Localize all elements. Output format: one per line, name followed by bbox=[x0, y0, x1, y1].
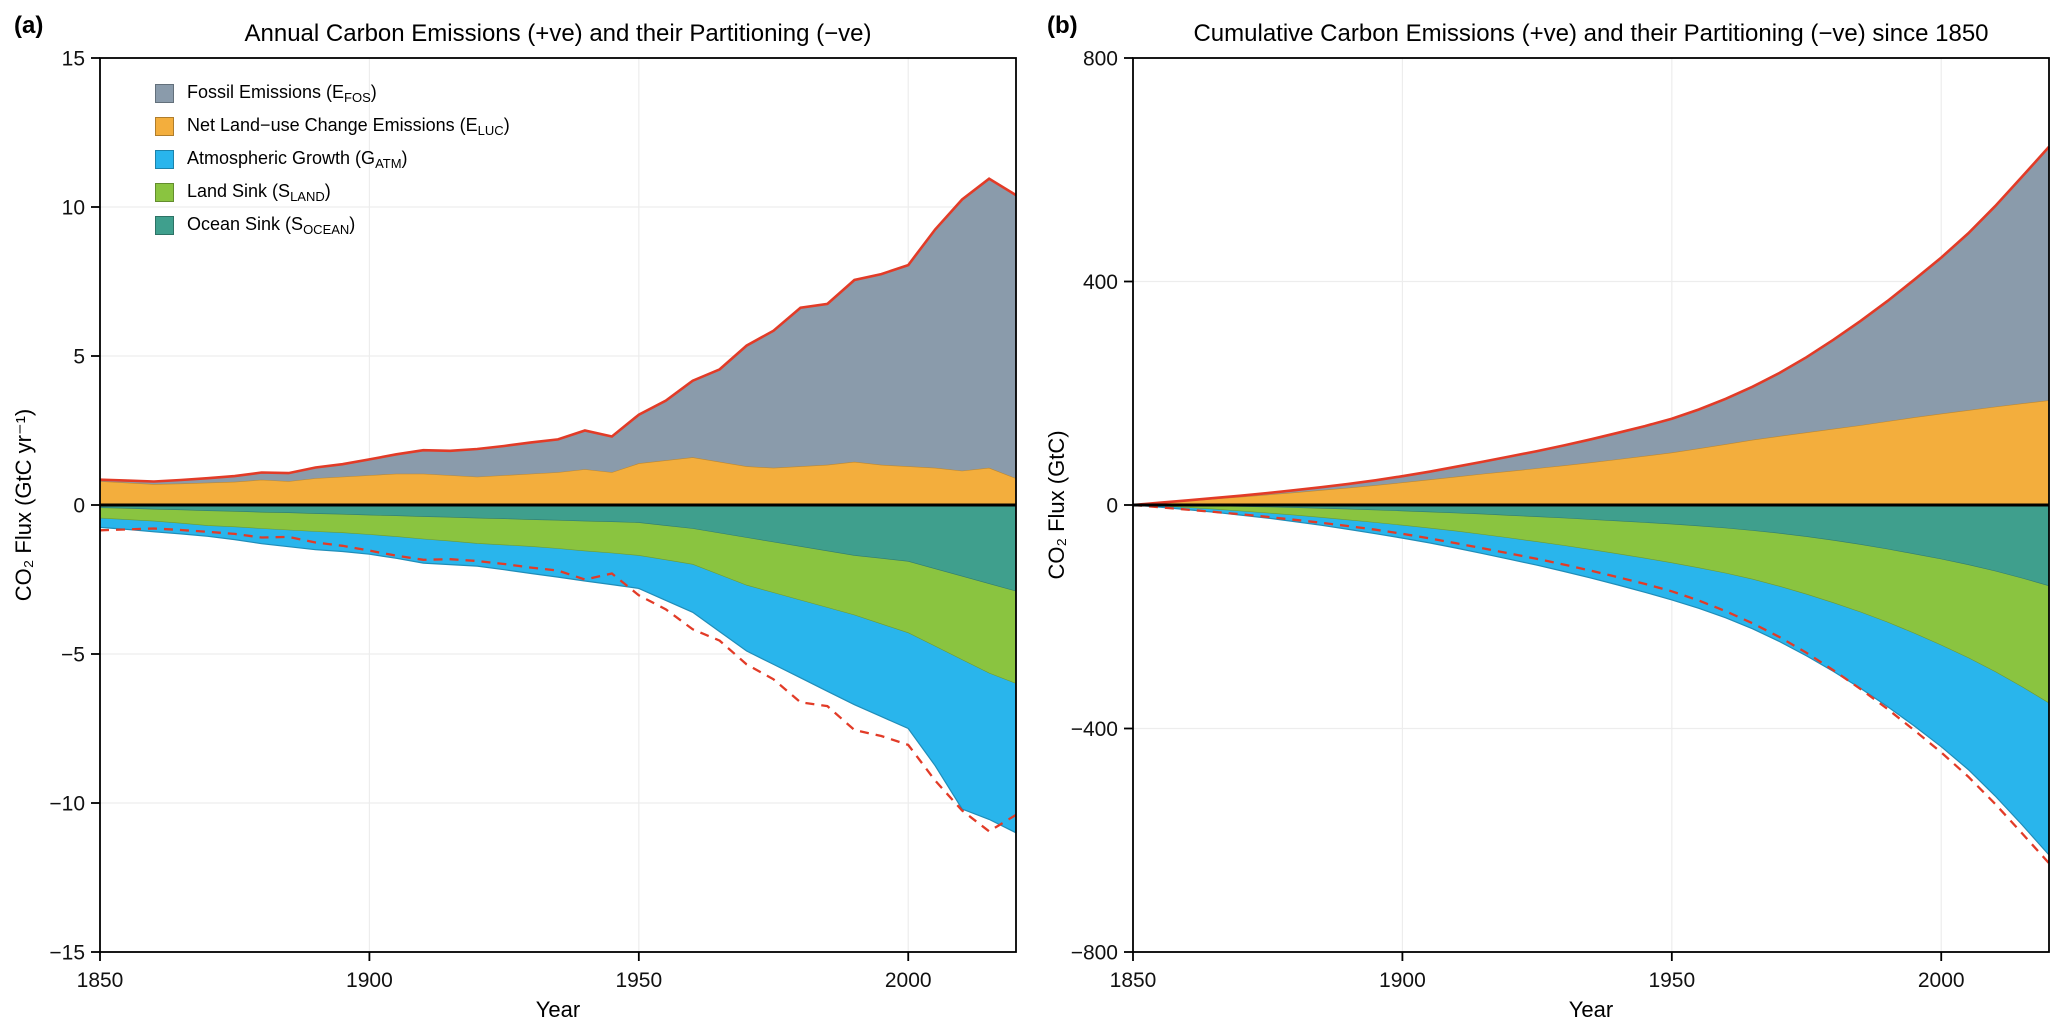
legend-label-subscript: FOS bbox=[344, 90, 371, 105]
legend-label-atm: Atmospheric Growth (GATM) bbox=[187, 148, 408, 171]
legend-label-text: Net Land−use Change Emissions (E bbox=[187, 115, 478, 135]
legend-label-subscript: LAND bbox=[290, 189, 325, 204]
legend-label-subscript: LUC bbox=[477, 123, 504, 138]
luc-area bbox=[100, 457, 1016, 505]
y-tick-label: 400 bbox=[1083, 271, 1118, 294]
panel-b-tag: (b) bbox=[1047, 12, 1078, 39]
panel-a-x-axis-label: Year bbox=[535, 997, 581, 1022]
panel-cumulative: (b) Cumulative Carbon Emissions (+ve) an… bbox=[1033, 0, 2066, 1033]
land-area bbox=[1133, 505, 2049, 704]
land-area bbox=[100, 508, 1016, 684]
legend-swatch-ocean bbox=[155, 216, 174, 235]
y-tick-label: 0 bbox=[1106, 494, 1118, 517]
x-tick-label: 1900 bbox=[1379, 969, 1426, 992]
legend-label-text: ) bbox=[370, 82, 377, 102]
legend-item-fossil-emissions: Fossil Emissions (EFOS) bbox=[155, 82, 510, 105]
panel-b-x-axis-label: Year bbox=[1568, 997, 1614, 1022]
y-tick-label: −400 bbox=[1071, 718, 1118, 741]
total-emissions-line bbox=[1132, 145, 2050, 507]
panel-b-title: Cumulative Carbon Emissions (+ve) and th… bbox=[1193, 20, 1989, 47]
y-tick-label: 10 bbox=[62, 196, 85, 219]
total-emissions-mirror-dashed-line bbox=[1132, 503, 2050, 864]
legend-label-text: Atmospheric Growth (G bbox=[187, 148, 376, 168]
panel-a-tag: (a) bbox=[14, 12, 44, 39]
legend-item-land-sink: Land Sink (SLAND) bbox=[155, 181, 510, 204]
y-tick-label: −5 bbox=[61, 643, 85, 666]
legend-label-text: ) bbox=[401, 148, 408, 168]
panel-b-y-axis-label: CO₂ Flux (GtC) bbox=[1044, 430, 1069, 580]
legend-swatch-atm bbox=[155, 150, 174, 169]
legend-label-text: ) bbox=[349, 214, 356, 234]
total-emissions-line bbox=[99, 177, 1017, 483]
x-tick-label: 1900 bbox=[346, 969, 393, 992]
y-tick-label: 800 bbox=[1083, 47, 1118, 70]
atm-boundary-line bbox=[1132, 504, 2050, 856]
panel-a-y-axis-label: CO₂ Flux (GtC yr⁻¹) bbox=[11, 408, 36, 602]
legend-label-text: Land Sink (S bbox=[187, 181, 291, 201]
legend-label-text: ) bbox=[324, 181, 331, 201]
legend-label-text: Fossil Emissions (E bbox=[187, 82, 345, 102]
atm-boundary-line bbox=[99, 526, 1017, 834]
annual-emissions-chart: −15 −10 −5 0 5 10 15 1850 1900 1950 2000 bbox=[49, 47, 1017, 992]
x-tick-label: 1850 bbox=[77, 969, 124, 992]
legend-label-land: Land Sink (SLAND) bbox=[187, 181, 331, 204]
ocean-area bbox=[100, 505, 1016, 592]
fossil-area bbox=[1133, 146, 2049, 506]
legend-label-fossil: Fossil Emissions (EFOS) bbox=[187, 82, 377, 105]
legend-label-ocean: Ocean Sink (SOCEAN) bbox=[187, 214, 355, 237]
legend-label-luc: Net Land−use Change Emissions (ELUC) bbox=[187, 115, 510, 138]
luc-area bbox=[1133, 400, 2049, 505]
legend-label-subscript: OCEAN bbox=[303, 222, 350, 237]
y-tick-label: −15 bbox=[49, 941, 85, 964]
legend-swatch-luc bbox=[155, 117, 174, 136]
atm-area bbox=[100, 518, 1016, 833]
x-tick-label: 1850 bbox=[1110, 969, 1157, 992]
legend-item-landuse-emissions: Net Land−use Change Emissions (ELUC) bbox=[155, 115, 510, 138]
legend-swatch-fossil bbox=[155, 84, 174, 103]
x-tick-label: 1950 bbox=[615, 969, 662, 992]
legend-item-atmospheric-growth: Atmospheric Growth (GATM) bbox=[155, 148, 510, 171]
y-tick-label: 5 bbox=[73, 345, 85, 368]
legend-swatch-land bbox=[155, 183, 174, 202]
cumulative-emissions-chart: −800 −400 0 400 800 1850 1900 1950 2000 bbox=[1071, 47, 2050, 992]
legend-label-text: ) bbox=[503, 115, 510, 135]
legend-item-ocean-sink: Ocean Sink (SOCEAN) bbox=[155, 214, 510, 237]
x-tick-label: 2000 bbox=[1918, 969, 1965, 992]
x-tick-label: 1950 bbox=[1648, 969, 1695, 992]
atm-area bbox=[1133, 505, 2049, 855]
total-emissions-mirror-dashed-line bbox=[99, 527, 1017, 833]
y-tick-label: 0 bbox=[73, 494, 85, 517]
legend: Fossil Emissions (EFOS) Net Land−use Cha… bbox=[155, 82, 510, 237]
ocean-area bbox=[1133, 505, 2049, 587]
y-tick-label: −10 bbox=[49, 792, 85, 815]
legend-label-text: Ocean Sink (S bbox=[187, 214, 304, 234]
x-tick-label: 2000 bbox=[885, 969, 932, 992]
legend-label-subscript: ATM bbox=[375, 156, 402, 171]
y-tick-label: 15 bbox=[62, 47, 85, 70]
fossil-area bbox=[100, 178, 1016, 485]
panel-a-title: Annual Carbon Emissions (+ve) and their … bbox=[244, 20, 872, 47]
panel-annual: (a) Annual Carbon Emissions (+ve) and th… bbox=[0, 0, 1033, 1033]
y-tick-label: −800 bbox=[1071, 941, 1118, 964]
